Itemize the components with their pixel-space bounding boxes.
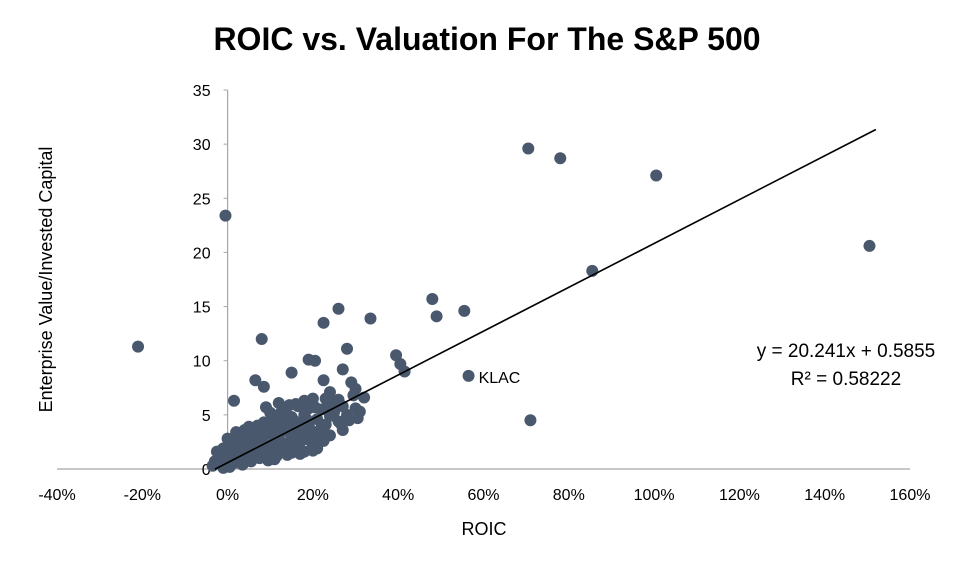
data-point: [863, 239, 876, 252]
data-point: [289, 398, 302, 411]
x-tick-label: 40%: [382, 487, 414, 504]
data-point: [249, 374, 262, 387]
y-axis-title-group: Enterprise Value/Invested Capital: [36, 147, 56, 413]
data-point: [217, 461, 230, 474]
trendline-r2: R² = 0.58222: [791, 369, 901, 390]
x-tick-label: -40%: [38, 487, 75, 504]
data-point: [266, 414, 279, 427]
data-point: [524, 414, 537, 427]
data-point: [210, 445, 223, 458]
data-point: [332, 393, 345, 406]
x-axis-title: ROIC: [462, 519, 507, 539]
data-point: [317, 316, 330, 329]
data-point: [347, 389, 360, 402]
y-tick-label: 10: [193, 354, 211, 371]
data-points: [132, 142, 876, 474]
data-point: [341, 342, 354, 355]
data-point: [259, 401, 272, 414]
x-tick-label: 160%: [890, 487, 931, 504]
data-point: [234, 439, 247, 452]
y-tick-label: 30: [193, 137, 211, 154]
data-point: [430, 310, 443, 323]
data-point: [266, 441, 279, 454]
data-point: [426, 292, 439, 305]
x-tick-label: 0%: [216, 487, 239, 504]
data-point: [323, 386, 336, 399]
y-tick-label: 25: [193, 191, 211, 208]
data-point: [132, 340, 145, 353]
data-point: [253, 434, 266, 447]
x-tick-label: 80%: [553, 487, 585, 504]
trendline-equation: y = 20.241x + 0.5855: [757, 341, 936, 362]
data-point: [309, 354, 322, 367]
data-point: [343, 414, 356, 427]
data-point: [279, 402, 292, 415]
data-point: [221, 432, 234, 445]
data-point: [321, 399, 334, 412]
data-point: [227, 394, 240, 407]
x-tick-label: 120%: [719, 487, 760, 504]
data-point: [522, 142, 535, 155]
data-point: [257, 380, 270, 393]
y-tick-label: 15: [193, 300, 211, 317]
chart-title: ROIC vs. Valuation For The S&P 500: [213, 21, 760, 57]
data-point: [309, 401, 322, 414]
data-point: [283, 419, 296, 432]
y-tick-labels: 0 5 10 15 20 25 30 35: [193, 83, 228, 479]
data-point: [219, 209, 232, 222]
data-point: [336, 363, 349, 376]
data-point: [332, 302, 345, 315]
data-point: [285, 446, 298, 459]
trendline-group: [214, 128, 877, 470]
axes: [57, 90, 910, 470]
y-tick-label: 35: [193, 83, 211, 100]
data-point: [285, 366, 298, 379]
point-label-klac: KLAC: [479, 370, 521, 387]
data-point: [255, 333, 268, 346]
y-tick-label: 20: [193, 245, 211, 262]
data-point: [332, 415, 345, 428]
data-point: [317, 374, 330, 387]
data-point: [291, 430, 304, 443]
data-point: [349, 402, 362, 415]
x-tick-label: 20%: [297, 487, 329, 504]
x-tick-labels: -40% -20% 0% 20% 40% 60% 80% 100% 120% 140% 160%: [38, 487, 930, 504]
y-axis-title: Enterprise Value/Invested Capital: [36, 147, 56, 413]
data-point: [317, 434, 330, 447]
x-tick-label: -20%: [124, 487, 161, 504]
data-point: [300, 413, 313, 426]
data-point: [238, 424, 251, 437]
data-point: [650, 169, 663, 182]
x-tick-label: 100%: [634, 487, 675, 504]
y-tick-label: 5: [202, 408, 211, 425]
data-point: [364, 312, 377, 325]
data-point: [462, 369, 475, 382]
trendline: [214, 128, 877, 470]
data-point: [554, 152, 567, 165]
x-tick-label: 140%: [804, 487, 845, 504]
x-tick-label: 60%: [467, 487, 499, 504]
data-point: [268, 453, 281, 466]
data-point: [458, 304, 471, 317]
y-tick-label: 0: [202, 462, 211, 479]
